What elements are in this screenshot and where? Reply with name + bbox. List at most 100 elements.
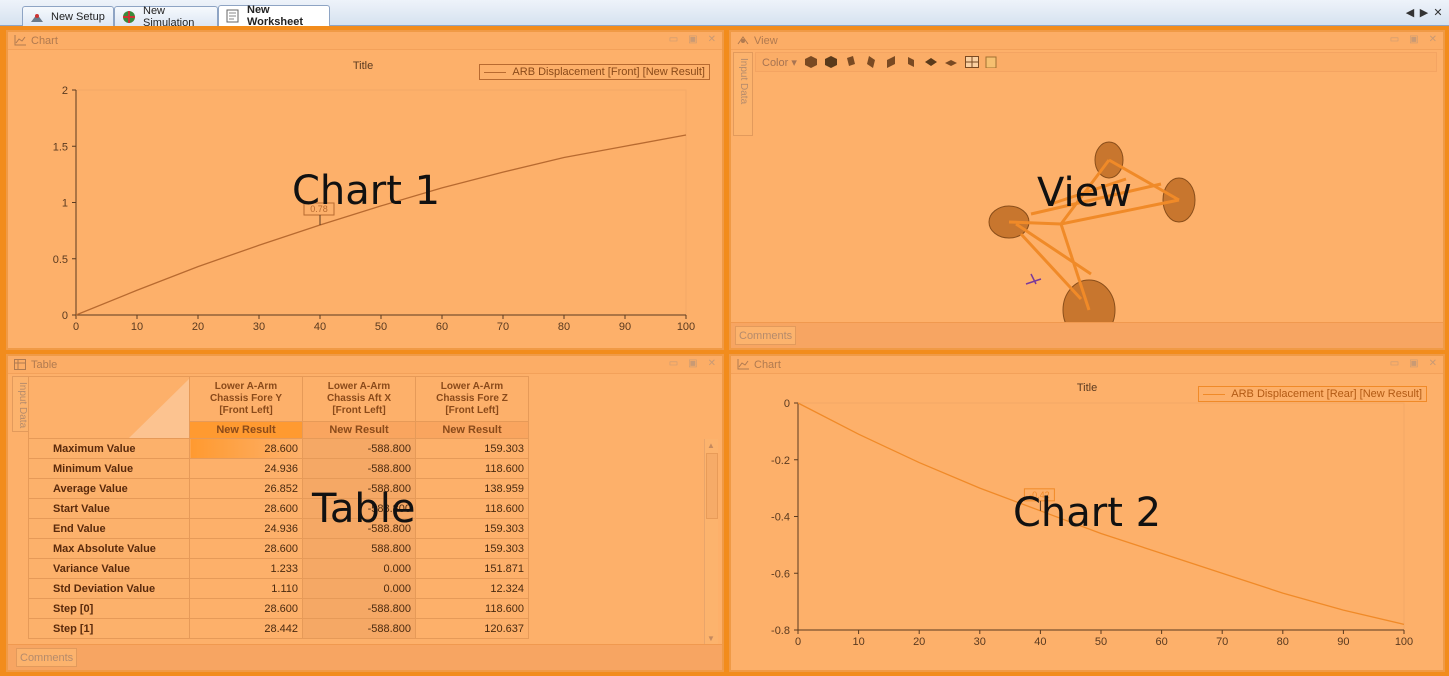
table-cell[interactable]: 118.600 bbox=[415, 498, 529, 519]
solid-view-icon[interactable] bbox=[804, 56, 817, 68]
scroll-down-icon[interactable]: ▼ bbox=[707, 634, 715, 643]
close-icon[interactable]: ✕ bbox=[1428, 34, 1437, 45]
minimize-icon[interactable]: ▭ bbox=[668, 34, 679, 45]
top-view-icon[interactable] bbox=[924, 56, 937, 68]
row-header[interactable]: Maximum Value bbox=[28, 438, 190, 459]
table-cell[interactable]: 120.637 bbox=[415, 618, 529, 639]
column-subheader[interactable]: New Result bbox=[415, 420, 529, 440]
row-header[interactable]: Variance Value bbox=[28, 558, 190, 579]
table-cell[interactable]: 28.442 bbox=[189, 618, 303, 639]
table-cell[interactable]: 24.936 bbox=[189, 458, 303, 479]
table-cell[interactable]: 28.600 bbox=[189, 498, 303, 519]
row-header[interactable]: Max Absolute Value bbox=[28, 538, 190, 559]
column-header[interactable]: Lower A-Arm Chassis Fore Y [Front Left] bbox=[189, 376, 303, 422]
table-row[interactable]: Std Deviation Value 1.110 0.000 12.324 bbox=[28, 578, 529, 599]
table-cell[interactable]: 588.800 bbox=[302, 538, 416, 559]
table-scrollbar[interactable]: ▲ ▼ bbox=[704, 439, 718, 645]
row-header[interactable]: Start Value bbox=[28, 498, 190, 519]
table-cell[interactable]: -588.800 bbox=[302, 598, 416, 619]
chart2-plot[interactable]: 0 10 20 30 40 50 60 70 80 90 100 0 -0.2 -0.4 -0.6 -0.8 -… bbox=[731, 374, 1443, 670]
comments-button[interactable]: Comments bbox=[735, 326, 797, 345]
table-row[interactable]: Average Value 26.852 -588.800 138.959 bbox=[28, 478, 529, 499]
table-row[interactable]: Maximum Value 28.600 -588.800 159.303 bbox=[28, 438, 529, 459]
bottom-view-icon[interactable] bbox=[944, 56, 957, 68]
color-dropdown[interactable]: Color ▾ bbox=[762, 56, 797, 69]
clipboard-icon[interactable] bbox=[985, 56, 997, 69]
column-subheader[interactable]: New Result bbox=[189, 420, 303, 440]
table-row[interactable]: Variance Value 1.233 0.000 151.871 bbox=[28, 558, 529, 579]
close-icon[interactable]: ✕ bbox=[707, 358, 716, 369]
table-cell[interactable]: 28.600 bbox=[189, 438, 303, 459]
vehicle-3d-view[interactable] bbox=[731, 74, 1443, 334]
row-header[interactable]: End Value bbox=[28, 518, 190, 539]
tab-new-worksheet[interactable]: New Worksheet bbox=[218, 4, 330, 28]
table-cell[interactable]: 1.233 bbox=[189, 558, 303, 579]
column-header[interactable]: Lower A-Arm Chassis Fore Z [Front Left] bbox=[415, 376, 529, 422]
table-cell[interactable]: 159.303 bbox=[415, 438, 529, 459]
table-cell[interactable]: -588.800 bbox=[302, 458, 416, 479]
row-header[interactable]: Step [0] bbox=[28, 598, 190, 619]
row-header[interactable]: Std Deviation Value bbox=[28, 578, 190, 599]
column-subheader[interactable]: New Result bbox=[302, 420, 416, 440]
input-data-side-tab[interactable]: Input Data bbox=[733, 52, 753, 136]
table-row[interactable]: Max Absolute Value 28.600 588.800 159.303 bbox=[28, 538, 529, 559]
scroll-right-icon[interactable]: ▶ bbox=[1419, 7, 1429, 19]
panel-header[interactable]: Chart ▭ ▣ ✕ bbox=[731, 356, 1443, 374]
front-view-icon[interactable] bbox=[845, 56, 857, 68]
scroll-up-icon[interactable]: ▲ bbox=[707, 441, 715, 450]
row-header[interactable]: Minimum Value bbox=[28, 458, 190, 479]
rear-view-icon[interactable] bbox=[885, 56, 897, 68]
table-cell[interactable]: 12.324 bbox=[415, 578, 529, 599]
minimize-icon[interactable]: ▭ bbox=[1389, 358, 1400, 369]
close-icon[interactable]: ✕ bbox=[1433, 7, 1443, 19]
table-cell[interactable]: 24.936 bbox=[189, 518, 303, 539]
tab-new-setup[interactable]: New Setup bbox=[22, 6, 114, 26]
minimize-icon[interactable]: ▭ bbox=[668, 358, 679, 369]
table-row[interactable]: Step [1] 28.442 -588.800 120.637 bbox=[28, 618, 529, 639]
maximize-icon[interactable]: ▣ bbox=[688, 34, 698, 45]
table-cell[interactable]: 28.600 bbox=[189, 538, 303, 559]
table-cell[interactable]: 159.303 bbox=[415, 518, 529, 539]
close-icon[interactable]: ✕ bbox=[707, 34, 716, 45]
row-header[interactable]: Average Value bbox=[28, 478, 190, 499]
table-cell[interactable]: 28.600 bbox=[189, 598, 303, 619]
table-cell[interactable]: 26.852 bbox=[189, 478, 303, 499]
table-cell[interactable]: 1.110 bbox=[189, 578, 303, 599]
table-cell[interactable]: 138.959 bbox=[415, 478, 529, 499]
table-row[interactable]: Minimum Value 24.936 -588.800 118.600 bbox=[28, 458, 529, 479]
panel-header[interactable]: View ▭ ▣ ✕ bbox=[731, 32, 1443, 50]
chart1-plot[interactable]: 0 10 20 30 40 50 60 70 80 90 100 0 0.5 1 1.5 2 0.78 bbox=[8, 50, 722, 348]
maximize-icon[interactable]: ▣ bbox=[1409, 34, 1419, 45]
close-icon[interactable]: ✕ bbox=[1428, 358, 1437, 369]
chart-legend[interactable]: ARB Displacement [Rear] [New Result] bbox=[1198, 386, 1427, 402]
table-cell[interactable]: -588.800 bbox=[302, 518, 416, 539]
table-cell[interactable]: 159.303 bbox=[415, 538, 529, 559]
maximize-icon[interactable]: ▣ bbox=[1409, 358, 1419, 369]
shaded-view-icon[interactable] bbox=[824, 56, 837, 68]
comments-button[interactable]: Comments bbox=[16, 648, 78, 667]
table-row[interactable]: End Value 24.936 -588.800 159.303 bbox=[28, 518, 529, 539]
table-cell[interactable]: -588.800 bbox=[302, 498, 416, 519]
table-cell[interactable]: -588.800 bbox=[302, 618, 416, 639]
table-cell[interactable]: 118.600 bbox=[415, 458, 529, 479]
scroll-left-icon[interactable]: ◀ bbox=[1405, 7, 1415, 19]
scrollbar-thumb[interactable] bbox=[706, 453, 718, 519]
chart-legend[interactable]: ARB Displacement [Front] [New Result] bbox=[479, 64, 710, 80]
table-cell[interactable]: -588.800 bbox=[302, 438, 416, 459]
table-cell[interactable]: 118.600 bbox=[415, 598, 529, 619]
minimize-icon[interactable]: ▭ bbox=[1389, 34, 1400, 45]
table-row[interactable]: Step [0] 28.600 -588.800 118.600 bbox=[28, 598, 529, 619]
row-header[interactable]: Step [1] bbox=[28, 618, 190, 639]
side-view-icon[interactable] bbox=[865, 56, 877, 68]
table-cell[interactable]: 0.000 bbox=[302, 578, 416, 599]
table-cell[interactable]: 0.000 bbox=[302, 558, 416, 579]
panel-header[interactable]: Chart ▭ ▣ ✕ bbox=[8, 32, 722, 50]
table-row[interactable]: Start Value 28.600 -588.800 118.600 bbox=[28, 498, 529, 519]
panel-header[interactable]: Table ▭ ▣ ✕ bbox=[8, 356, 722, 374]
maximize-icon[interactable]: ▣ bbox=[688, 358, 698, 369]
table-cell[interactable]: 151.871 bbox=[415, 558, 529, 579]
column-header[interactable]: Lower A-Arm Chassis Aft X [Front Left] bbox=[302, 376, 416, 422]
tab-new-simulation[interactable]: New Simulation bbox=[114, 5, 218, 29]
iso-view-icon[interactable] bbox=[905, 56, 917, 68]
grid-icon[interactable] bbox=[964, 56, 979, 68]
